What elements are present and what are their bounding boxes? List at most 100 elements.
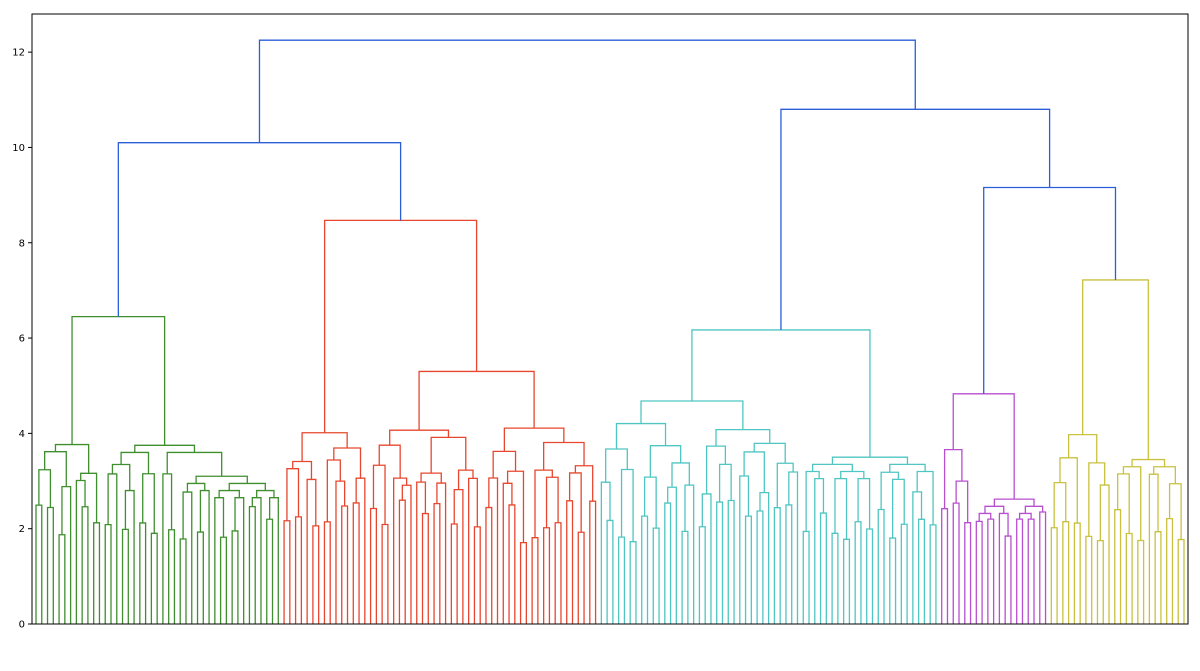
dendrogram-link: [600, 481, 611, 624]
dendrogram-link: [641, 515, 649, 624]
dendrogram-link: [248, 505, 256, 624]
dendrogram-link: [1088, 462, 1106, 537]
dendrogram-link: [214, 497, 225, 624]
dendrogram-link: [124, 489, 135, 624]
dendrogram-link: [998, 512, 1009, 624]
dendrogram-link: [640, 400, 744, 430]
dendrogram-link: [1125, 532, 1133, 624]
dendrogram-link: [473, 526, 481, 624]
dendrogram-link: [61, 486, 72, 624]
dendrogram-link: [182, 491, 193, 624]
dendrogram-link: [256, 489, 275, 498]
dendrogram-link: [566, 500, 574, 624]
dendrogram-link: [35, 504, 43, 624]
dendrogram-link: [577, 531, 585, 624]
dendrogram-link: [691, 329, 871, 458]
dendrogram-link: [1059, 457, 1078, 524]
dendrogram-link: [1114, 509, 1122, 624]
dendrogram-link: [389, 429, 450, 446]
dendrogram-upper-link: [258, 39, 916, 143]
dendrogram-link: [811, 463, 853, 472]
dendrogram-link: [381, 523, 389, 624]
dendrogram-link: [436, 482, 447, 624]
dendrogram-link: [615, 422, 667, 449]
dendrogram-link: [993, 498, 1035, 507]
dendrogram-link: [266, 518, 274, 624]
dendrogram-link: [574, 465, 594, 502]
y-tick-label: 6: [19, 334, 25, 345]
y-tick-label: 0: [19, 620, 25, 631]
dendrogram-link: [292, 460, 313, 480]
dendrogram-link: [681, 530, 689, 624]
dendrogram-link: [743, 451, 765, 493]
dendrogram-link: [534, 469, 553, 538]
dendrogram-link: [889, 463, 926, 473]
dendrogram-link: [418, 370, 535, 431]
dendrogram-link: [46, 506, 54, 624]
dendrogram-link: [1073, 522, 1081, 624]
dendrogram-link: [1168, 483, 1182, 540]
y-tick-label: 4: [19, 429, 25, 440]
dendrogram-link: [199, 489, 210, 624]
dendrogram-link: [531, 537, 539, 624]
dendrogram-link: [715, 429, 771, 447]
dendrogram-link: [684, 484, 695, 624]
dendrogram-link: [889, 537, 897, 624]
dendrogram-link: [955, 480, 969, 523]
dendrogram-link: [508, 504, 516, 624]
dendrogram-link: [1082, 279, 1149, 460]
dendrogram-link: [488, 477, 499, 624]
dendrogram-link: [776, 462, 794, 508]
dendrogram-link: [306, 478, 317, 624]
dendrogram-link: [1096, 539, 1104, 624]
dendrogram-link: [268, 497, 279, 624]
y-tick-label: 2: [19, 524, 25, 535]
dendrogram-upper-link: [780, 108, 1051, 330]
dendrogram-link: [664, 502, 672, 624]
dendrogram-link: [468, 477, 478, 624]
dendrogram-link: [251, 497, 262, 624]
dendrogram-link: [1085, 535, 1093, 624]
dendrogram-link: [401, 484, 412, 624]
dendrogram-link: [759, 492, 770, 624]
dendrogram-link: [605, 448, 628, 483]
dendrogram-link: [543, 441, 585, 471]
dendrogram-link: [139, 522, 147, 624]
dendrogram-upper-link: [983, 186, 1117, 394]
dendrogram-link: [788, 471, 799, 624]
dendrogram-link: [107, 473, 118, 624]
dendrogram-link: [1004, 535, 1012, 624]
dendrogram-link: [492, 450, 517, 479]
dendrogram-link: [1131, 458, 1166, 467]
dendrogram-link: [166, 451, 223, 477]
dendrogram-links: [35, 39, 1185, 624]
dendrogram-link: [433, 502, 441, 624]
dendrogram-link: [543, 527, 551, 624]
dendrogram-link: [355, 477, 366, 624]
dendrogram-link: [643, 476, 657, 529]
dendrogram-link: [1137, 539, 1145, 624]
dendrogram-link: [323, 219, 478, 433]
dendrogram-link: [978, 512, 992, 522]
dendrogram-link: [618, 536, 626, 624]
dendrogram-link: [54, 443, 90, 474]
dendrogram-link: [756, 510, 764, 624]
dendrogram-link: [1117, 473, 1130, 534]
dendrogram-link: [929, 524, 937, 624]
dendrogram-link: [589, 500, 597, 624]
dendrogram-link: [701, 493, 712, 624]
dendrogram-link: [671, 462, 690, 488]
y-tick-label: 12: [12, 48, 25, 59]
dendrogram-link: [430, 436, 467, 474]
dendrogram-link: [698, 526, 706, 624]
dendrogram-link: [80, 472, 98, 523]
dendrogram-link: [120, 451, 150, 474]
dendrogram-link: [705, 445, 727, 494]
y-axis: 0 2 4 6 8 10 12: [12, 48, 32, 631]
dendrogram-link: [234, 497, 245, 624]
dendrogram-link: [333, 447, 362, 479]
dendrogram-link: [629, 541, 637, 624]
dendrogram-link: [121, 528, 129, 624]
dendrogram-link: [168, 529, 176, 624]
